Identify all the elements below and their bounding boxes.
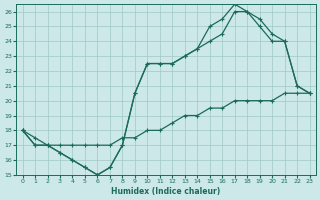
X-axis label: Humidex (Indice chaleur): Humidex (Indice chaleur)	[111, 187, 221, 196]
